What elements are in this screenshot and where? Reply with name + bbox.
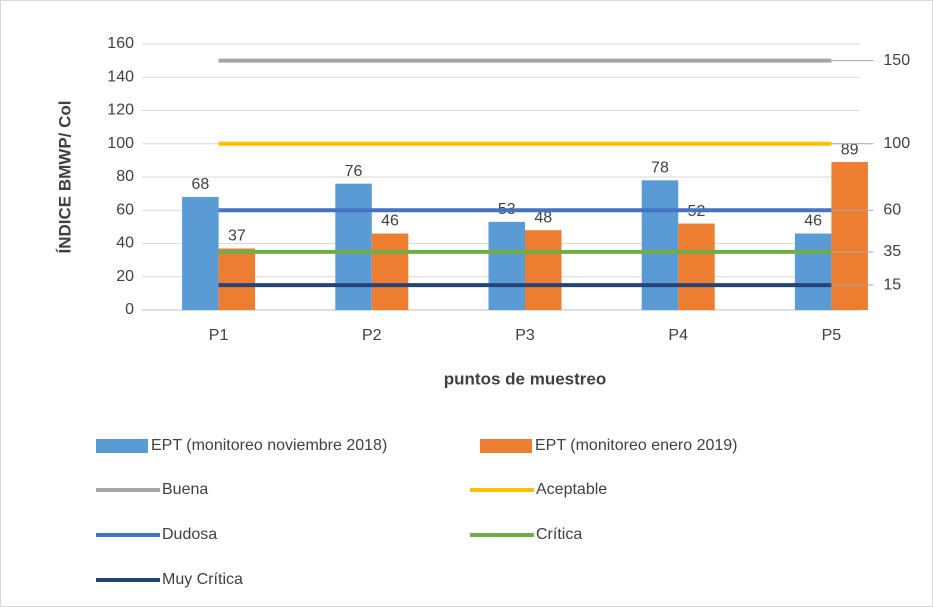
x-tick-label: P5	[822, 327, 842, 344]
data-label: 150	[883, 52, 910, 69]
data-label: 46	[804, 213, 822, 230]
legend-label: Crítica	[536, 526, 582, 543]
data-label: 46	[381, 213, 399, 230]
x-tick-label: P4	[668, 327, 688, 344]
data-label: 68	[191, 176, 209, 193]
y-tick-label: 40	[116, 235, 134, 252]
data-label: 76	[345, 163, 363, 180]
legend-label: Buena	[162, 481, 208, 498]
legend-label: EPT (monitoreo noviembre 2018)	[151, 437, 387, 454]
legend-label: Aceptable	[536, 481, 607, 498]
x-tick-label: P1	[209, 327, 229, 344]
legend-label: EPT (monitoreo enero 2019)	[535, 437, 737, 454]
legend-label: Dudosa	[162, 526, 217, 543]
bar	[182, 196, 219, 310]
bar	[525, 230, 562, 310]
y-tick-label: 80	[116, 168, 134, 185]
bar	[218, 248, 256, 310]
y-axis-title: ÍNDICE BMWP/ Col	[55, 101, 74, 254]
x-axis-title: puntos de muestreo	[444, 369, 606, 388]
data-label: 89	[841, 141, 859, 158]
legend-swatch	[480, 439, 532, 453]
legend-label: Muy Crítica	[162, 571, 243, 588]
x-tick-label: P2	[362, 327, 382, 344]
bar	[831, 162, 868, 310]
bar	[678, 223, 715, 310]
y-tick-label: 20	[116, 268, 134, 285]
data-label: 35	[883, 243, 901, 260]
bar	[335, 183, 372, 310]
y-tick-label: 120	[107, 102, 134, 119]
y-tick-label: 60	[116, 201, 134, 218]
data-label: 37	[228, 228, 246, 245]
y-tick-label: 140	[107, 68, 134, 85]
bar	[794, 233, 832, 310]
bar	[371, 233, 409, 310]
legend-swatch	[96, 439, 148, 453]
data-label: 60	[883, 201, 901, 218]
y-tick-label: 160	[107, 35, 134, 52]
data-label: 78	[651, 160, 669, 177]
x-tick-label: P3	[515, 327, 535, 344]
data-label: 48	[534, 209, 552, 226]
y-tick-label: 0	[125, 301, 134, 318]
data-label: 15	[883, 276, 901, 293]
bar	[488, 221, 525, 310]
y-tick-label: 100	[107, 135, 134, 152]
bar	[641, 180, 679, 310]
data-label: 100	[883, 135, 910, 152]
